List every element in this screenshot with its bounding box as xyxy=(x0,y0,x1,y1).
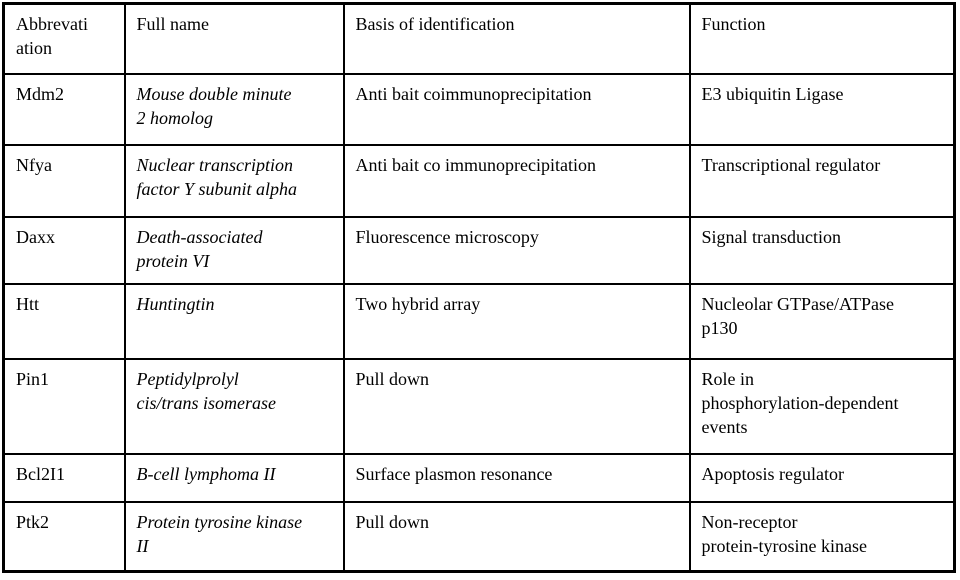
column-header-function: Function xyxy=(688,2,956,75)
cell-function: Nucleolar GTPase/ATPase p130 xyxy=(688,282,956,360)
cell-abbreviation: Mdm2 xyxy=(2,72,126,146)
cell-abbreviation: Ptk2 xyxy=(2,500,126,573)
cell-function: Non-receptor protein-tyrosine kinase xyxy=(688,500,956,573)
cell-abbreviation: Nfya xyxy=(2,143,126,218)
cell-abbreviation: Htt xyxy=(2,282,126,360)
cell-basis: Two hybrid array xyxy=(342,282,691,360)
cell-function: Apoptosis regulator xyxy=(688,452,956,503)
cell-basis: Anti bait co immunoprecipitation xyxy=(342,143,691,218)
table-row-ptk2: Ptk2 Protein tyrosine kinase II Pull dow… xyxy=(2,500,956,573)
cell-full-name: Nuclear transcription factor Y subunit a… xyxy=(123,143,345,218)
cell-basis: Anti bait coimmunoprecipitation xyxy=(342,72,691,146)
header-row: Abbrevati ation Full name Basis of ident… xyxy=(2,2,956,75)
cell-basis: Pull down xyxy=(342,500,691,573)
table-row-htt: Htt Huntingtin Two hybrid array Nucleola… xyxy=(2,282,956,360)
cell-basis: Fluorescence microscopy xyxy=(342,215,691,285)
cell-function: Role in phosphorylation-dependent events xyxy=(688,357,956,455)
cell-full-name: B-cell lymphoma II xyxy=(123,452,345,503)
cell-full-name: Peptidylprolyl cis/trans isomerase xyxy=(123,357,345,455)
cell-full-name: Huntingtin xyxy=(123,282,345,360)
cell-abbreviation: Pin1 xyxy=(2,357,126,455)
column-header-abbreviation: Abbrevati ation xyxy=(2,2,126,75)
table-row-bcl2i1: Bcl2I1 B-cell lymphoma II Surface plasmo… xyxy=(2,452,956,503)
cell-function: Transcriptional regulator xyxy=(688,143,956,218)
table-row-nfya: Nfya Nuclear transcription factor Y subu… xyxy=(2,143,956,218)
cell-function: Signal transduction xyxy=(688,215,956,285)
table-row-daxx: Daxx Death-associated protein VI Fluores… xyxy=(2,215,956,285)
cell-basis: Surface plasmon resonance xyxy=(342,452,691,503)
cell-basis: Pull down xyxy=(342,357,691,455)
cell-abbreviation: Daxx xyxy=(2,215,126,285)
table-row-pin1: Pin1 Peptidylprolyl cis/trans isomerase … xyxy=(2,357,956,455)
table-row-mdm2: Mdm2 Mouse double minute 2 homolog Anti … xyxy=(2,72,956,146)
cell-full-name: Death-associated protein VI xyxy=(123,215,345,285)
cell-function: E3 ubiquitin Ligase xyxy=(688,72,956,146)
column-header-full-name: Full name xyxy=(123,2,345,75)
cell-full-name: Mouse double minute 2 homolog xyxy=(123,72,345,146)
cell-abbreviation: Bcl2I1 xyxy=(2,452,126,503)
cell-full-name: Protein tyrosine kinase II xyxy=(123,500,345,573)
column-header-basis-of-identification: Basis of identification xyxy=(342,2,691,75)
protein-interaction-table: Abbrevati ation Full name Basis of ident… xyxy=(2,2,956,573)
